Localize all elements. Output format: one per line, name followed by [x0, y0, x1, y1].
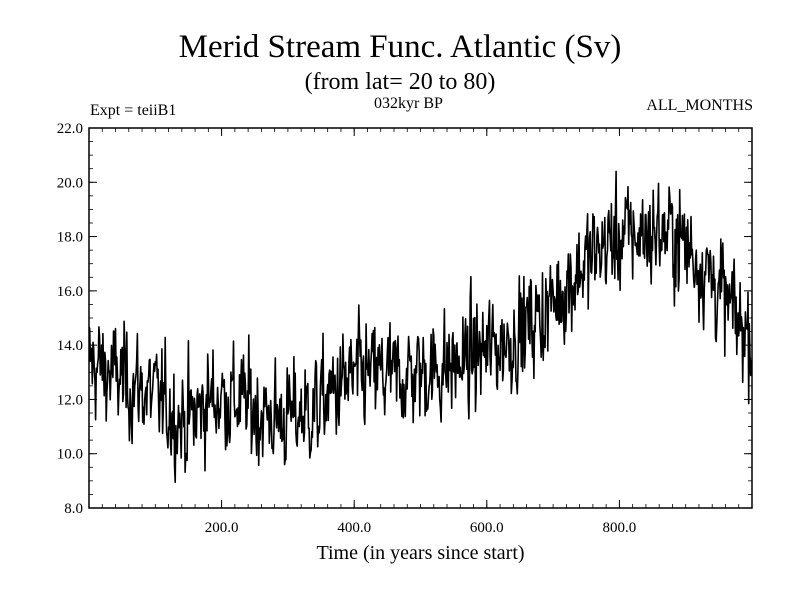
- plot-frame: [88, 127, 753, 509]
- x-tick-label: 200.0: [205, 520, 239, 536]
- x-tick-label: 400.0: [337, 520, 371, 536]
- y-tick-label: 16.0: [57, 284, 83, 300]
- chart-title: Merid Stream Func. Atlantic (Sv): [178, 29, 622, 65]
- y-tick-label: 8.0: [64, 501, 83, 517]
- y-tick-label: 12.0: [57, 392, 83, 408]
- axis-ticks: 8.0 10.0 12.0 14.0 16.0 18.0 20.0 22.0 200.0 400.…: [57, 121, 752, 536]
- y-tick-label: 10.0: [57, 447, 83, 463]
- y-tick-label: 18.0: [57, 230, 83, 246]
- x-axis-title: Time (in years since start): [316, 542, 524, 564]
- period-label: 032kyr BP: [374, 95, 443, 112]
- months-label: ALL_MONTHS: [646, 97, 753, 114]
- experiment-label: Expt = teiiB1: [90, 102, 177, 119]
- chart-subtitle: (from lat= 20 to 80): [304, 69, 496, 95]
- y-tick-label: 22.0: [57, 121, 83, 137]
- y-tick-label: 14.0: [57, 338, 83, 354]
- x-tick-label: 800.0: [603, 520, 637, 536]
- series-line: [88, 170, 753, 484]
- x-tick-label: 600.0: [470, 520, 504, 536]
- y-tick-label: 20.0: [57, 175, 83, 191]
- series-layer: [88, 170, 753, 484]
